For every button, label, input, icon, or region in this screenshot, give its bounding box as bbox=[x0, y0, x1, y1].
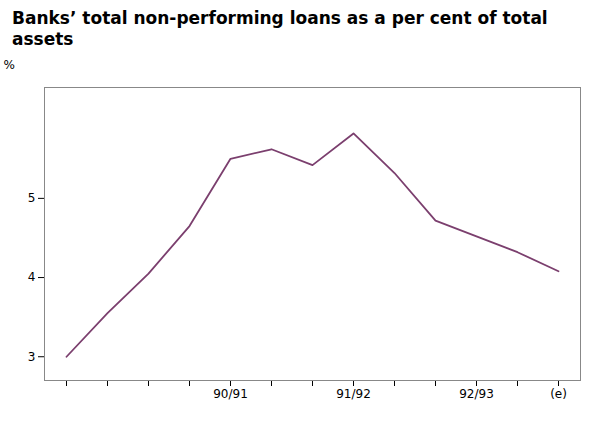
svg-text:90/91: 90/91 bbox=[213, 387, 248, 401]
svg-text:5: 5 bbox=[28, 191, 36, 205]
svg-text:3: 3 bbox=[28, 349, 36, 363]
svg-text:(e): (e) bbox=[550, 387, 567, 401]
html-text:Banks’ total non-performing lo: Banks’ total non-performing loans as a p… bbox=[12, 8, 548, 50]
svg-text:91/92: 91/92 bbox=[336, 387, 371, 401]
svg-text:4: 4 bbox=[28, 270, 36, 284]
svg-text:%: % bbox=[4, 58, 15, 72]
svg-text:92/93: 92/93 bbox=[459, 387, 494, 401]
